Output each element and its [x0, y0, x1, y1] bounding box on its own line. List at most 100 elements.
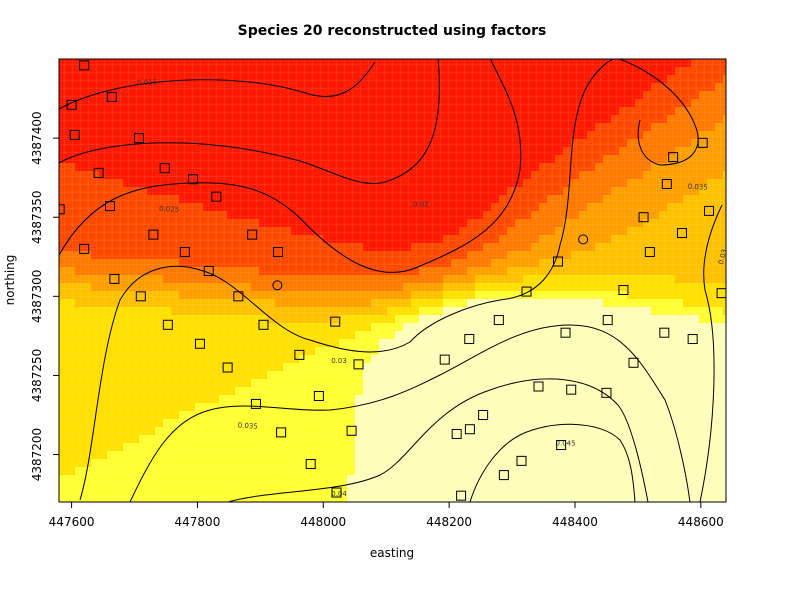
contour-line-0.03a: [79, 59, 616, 501]
contour-line-0.03b: [699, 204, 723, 502]
contour-lines: [59, 59, 723, 502]
y-axis: 4387200 4387250 4387300 4387350 4387400: [30, 111, 59, 481]
x-tick-label: 448400: [552, 515, 598, 529]
contour-label: 0.04: [331, 490, 347, 498]
sample-point-square: [59, 204, 65, 215]
sample-point-square: [133, 133, 144, 144]
sample-point-square: [687, 334, 698, 345]
x-tick-label: 447800: [175, 515, 221, 529]
sample-point-square: [159, 163, 170, 174]
sample-point-square: [330, 316, 341, 327]
contour-line-0.04: [227, 378, 649, 502]
sample-point-square: [560, 327, 571, 338]
sample-point-square: [451, 428, 462, 439]
sample-point-square: [104, 201, 115, 212]
sample-point-square: [194, 338, 205, 349]
sample-point-square: [552, 256, 563, 267]
sample-point-square: [305, 459, 316, 470]
contour-line-0.035a: [129, 324, 691, 502]
contour-label: 0.035: [687, 183, 707, 192]
x-tick-label: 448600: [678, 515, 724, 529]
sample-point-square: [93, 167, 104, 178]
sample-point-square: [716, 288, 726, 299]
sample-point-square: [222, 362, 233, 373]
sample-point-square: [638, 212, 649, 223]
sample-point-square: [533, 381, 544, 392]
contour-label: 0.02: [413, 201, 429, 209]
sample-point-circle: [272, 280, 283, 291]
y-tick-label: 4387350: [30, 190, 44, 243]
contour-label: 0.015: [137, 78, 157, 87]
chart-title: Species 20 reconstructed using factors: [238, 23, 547, 39]
sample-point-square: [659, 327, 670, 338]
sample-point-square: [697, 137, 708, 148]
sample-point-square: [69, 129, 80, 140]
sample-point-square: [602, 315, 613, 326]
sample-point-square: [478, 409, 489, 420]
y-tick-label: 4387300: [30, 270, 44, 323]
sample-point-square: [247, 229, 258, 240]
x-tick-label: 448200: [426, 515, 472, 529]
sample-point-square: [272, 247, 283, 258]
sample-point-square: [439, 354, 450, 365]
sample-point-square: [258, 319, 269, 330]
x-tick-label: 448000: [300, 515, 346, 529]
sample-point-square: [106, 91, 117, 102]
contour-line-0.025: [59, 59, 522, 273]
cell-grid-overlay: [59, 59, 726, 502]
sample-point-square: [346, 425, 357, 436]
sample-point-square: [353, 359, 364, 370]
sample-point-square: [250, 398, 261, 409]
sample-point-square: [464, 334, 475, 345]
sample-point-square: [498, 470, 509, 481]
sample-point-square: [233, 291, 244, 302]
sample-point-square: [162, 319, 173, 330]
contour-line-0.015: [59, 61, 376, 110]
sample-point-square: [668, 152, 679, 163]
contour-label: 0.03: [717, 248, 729, 265]
sample-point-square: [313, 390, 324, 401]
sample-points: [59, 60, 726, 501]
sample-point-square: [464, 424, 475, 435]
sample-point-square: [276, 427, 287, 438]
plot-frame: [58, 58, 727, 503]
plot-area: 0.0150.020.0250.030.030.0350.0350.040.04…: [59, 59, 729, 502]
sample-point-square: [66, 99, 77, 110]
sample-point-square: [79, 243, 90, 254]
sample-point-square: [628, 357, 639, 368]
y-tick-label: 4387250: [30, 349, 44, 402]
sample-point-circle: [578, 234, 589, 245]
sample-point-square: [676, 228, 687, 239]
contour-line-0.045: [469, 423, 636, 502]
sample-point-square: [179, 247, 190, 258]
sample-point-square: [556, 440, 567, 451]
contour-line-0.035b: [619, 59, 699, 166]
sample-point-square: [456, 490, 467, 501]
contour-label: 0.025: [159, 205, 179, 214]
sample-point-square: [135, 291, 146, 302]
sample-point-square: [331, 487, 342, 498]
y-tick-label: 4387200: [30, 428, 44, 481]
x-axis-label: easting: [370, 546, 414, 560]
sample-point-square: [148, 229, 159, 240]
sample-point-square: [661, 178, 672, 189]
sample-point-square: [521, 286, 532, 297]
sample-point-square: [211, 191, 222, 202]
contour-label: 0.035: [238, 422, 258, 431]
x-axis: 447600 447800 448000 448200 448400 448600: [49, 502, 724, 529]
sample-point-square: [618, 284, 629, 295]
x-tick-label: 447600: [49, 515, 95, 529]
sample-point-square: [493, 315, 504, 326]
sample-point-square: [566, 384, 577, 395]
y-tick-label: 4387400: [30, 111, 44, 164]
sample-point-square: [704, 205, 715, 216]
contour-line-0.02: [59, 59, 440, 184]
sample-point-square: [516, 455, 527, 466]
y-axis-label: northing: [3, 255, 17, 306]
sample-point-square: [79, 60, 90, 71]
sample-point-square: [294, 349, 305, 360]
sample-point-square: [644, 247, 655, 258]
sample-point-square: [188, 174, 199, 185]
sample-point-square: [601, 387, 612, 398]
